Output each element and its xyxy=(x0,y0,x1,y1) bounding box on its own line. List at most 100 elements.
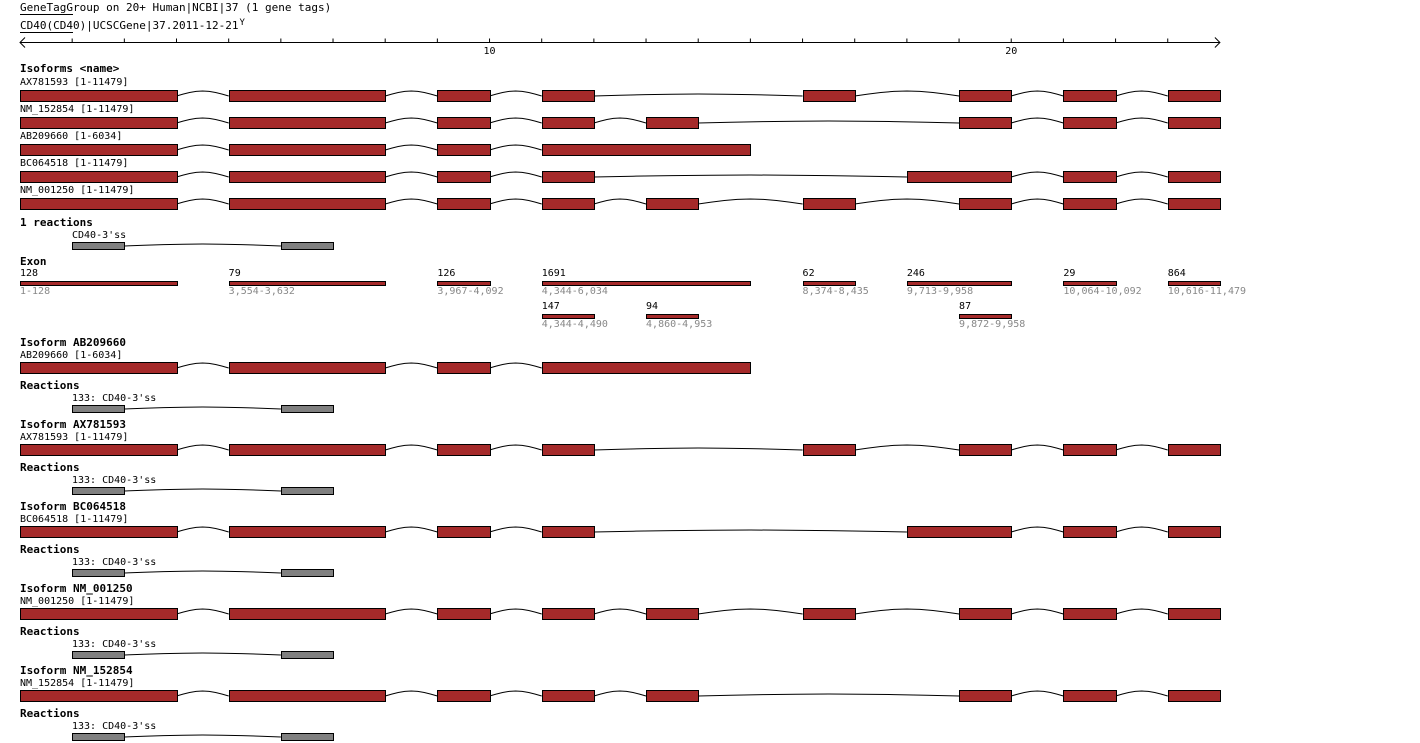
exon-block[interactable] xyxy=(959,444,1013,456)
exon-block[interactable] xyxy=(802,608,856,620)
exon-block[interactable] xyxy=(959,90,1013,102)
exon-block[interactable] xyxy=(646,690,700,702)
reaction-label[interactable]: 133: CD40-3'ss xyxy=(72,475,157,486)
isoform-label[interactable]: AB209660 [1-6034] xyxy=(20,350,123,361)
exon-block[interactable] xyxy=(20,90,178,102)
reaction-block[interactable] xyxy=(280,242,334,250)
exon-bar[interactable] xyxy=(437,281,491,286)
exon-block[interactable] xyxy=(1167,90,1221,102)
reaction-block[interactable] xyxy=(72,733,126,741)
exon-block[interactable] xyxy=(228,444,387,456)
exon-block[interactable] xyxy=(20,117,178,129)
exon-block[interactable] xyxy=(228,362,387,374)
reaction-block[interactable] xyxy=(280,405,334,413)
exon-block[interactable] xyxy=(1167,198,1221,210)
exon-block[interactable] xyxy=(20,444,178,456)
exon-block[interactable] xyxy=(1167,171,1221,183)
exon-bar[interactable] xyxy=(906,281,1013,286)
exon-bar[interactable] xyxy=(541,314,595,319)
reaction-block[interactable] xyxy=(72,651,126,659)
exon-block[interactable] xyxy=(1167,690,1221,702)
exon-bar[interactable] xyxy=(228,281,387,286)
isoform-label[interactable]: NM_152854 [1-11479] xyxy=(20,104,135,115)
exon-block[interactable] xyxy=(20,362,178,374)
exon-block[interactable] xyxy=(802,444,856,456)
exon-block[interactable] xyxy=(1063,608,1117,620)
exon-block[interactable] xyxy=(437,144,491,156)
exon-block[interactable] xyxy=(228,90,387,102)
exon-block[interactable] xyxy=(437,171,491,183)
exon-block[interactable] xyxy=(228,690,387,702)
reaction-label[interactable]: 133: CD40-3'ss xyxy=(72,639,157,650)
exon-block[interactable] xyxy=(646,608,700,620)
exon-block[interactable] xyxy=(1063,171,1117,183)
isoform-label[interactable]: NM_001250 [1-11479] xyxy=(20,596,135,607)
exon-block[interactable] xyxy=(646,117,700,129)
exon-block[interactable] xyxy=(541,608,595,620)
exon-block[interactable] xyxy=(228,608,387,620)
exon-block[interactable] xyxy=(1167,117,1221,129)
exon-block[interactable] xyxy=(1063,117,1117,129)
exon-block[interactable] xyxy=(1063,90,1117,102)
exon-block[interactable] xyxy=(959,117,1013,129)
exon-block[interactable] xyxy=(437,90,491,102)
exon-block[interactable] xyxy=(906,526,1013,538)
reaction-block[interactable] xyxy=(280,487,334,495)
exon-block[interactable] xyxy=(1063,198,1117,210)
isoform-label[interactable]: BC064518 [1-11479] xyxy=(20,158,129,169)
exon-block[interactable] xyxy=(1063,526,1117,538)
exon-block[interactable] xyxy=(228,198,387,210)
exon-block[interactable] xyxy=(20,608,178,620)
reaction-label[interactable]: 133: CD40-3'ss xyxy=(72,393,157,404)
exon-block[interactable] xyxy=(437,362,491,374)
reaction-block[interactable] xyxy=(72,242,126,250)
exon-block[interactable] xyxy=(802,90,856,102)
exon-block[interactable] xyxy=(228,171,387,183)
exon-block[interactable] xyxy=(541,144,752,156)
reaction-block[interactable] xyxy=(280,569,334,577)
exon-bar[interactable] xyxy=(541,281,752,286)
exon-block[interactable] xyxy=(228,526,387,538)
exon-block[interactable] xyxy=(437,117,491,129)
exon-block[interactable] xyxy=(1167,444,1221,456)
exon-block[interactable] xyxy=(541,90,595,102)
isoform-label[interactable]: AB209660 [1-6034] xyxy=(20,131,123,142)
exon-block[interactable] xyxy=(1063,690,1117,702)
exon-bar[interactable] xyxy=(1167,281,1221,286)
exon-block[interactable] xyxy=(541,526,595,538)
exon-block[interactable] xyxy=(646,198,700,210)
exon-block[interactable] xyxy=(1063,444,1117,456)
isoform-label[interactable]: BC064518 [1-11479] xyxy=(20,514,129,525)
reaction-block[interactable] xyxy=(72,487,126,495)
exon-block[interactable] xyxy=(20,526,178,538)
exon-bar[interactable] xyxy=(1063,281,1117,286)
gene-title[interactable]: CD40(CD40)|UCSCGene|37.2011-12-21 xyxy=(20,19,239,32)
exon-block[interactable] xyxy=(20,171,178,183)
exon-block[interactable] xyxy=(959,690,1013,702)
exon-block[interactable] xyxy=(802,198,856,210)
isoform-label[interactable]: AX781593 [1-11479] xyxy=(20,77,129,88)
reaction-block[interactable] xyxy=(280,651,334,659)
exon-block[interactable] xyxy=(959,608,1013,620)
exon-block[interactable] xyxy=(1167,608,1221,620)
exon-block[interactable] xyxy=(541,690,595,702)
exon-bar[interactable] xyxy=(20,281,178,286)
reaction-block[interactable] xyxy=(72,405,126,413)
exon-block[interactable] xyxy=(437,526,491,538)
reaction-label[interactable]: 133: CD40-3'ss xyxy=(72,721,157,732)
exon-bar[interactable] xyxy=(646,314,700,319)
exon-block[interactable] xyxy=(541,444,595,456)
exon-block[interactable] xyxy=(437,608,491,620)
group-title[interactable]: GeneTagGroup on 20+ Human|NCBI|37 (1 gen… xyxy=(20,1,332,14)
exon-block[interactable] xyxy=(437,690,491,702)
exon-block[interactable] xyxy=(541,198,595,210)
exon-block[interactable] xyxy=(541,362,752,374)
reaction-block[interactable] xyxy=(280,733,334,741)
exon-block[interactable] xyxy=(437,444,491,456)
reaction-block[interactable] xyxy=(72,569,126,577)
exon-block[interactable] xyxy=(20,198,178,210)
exon-block[interactable] xyxy=(20,690,178,702)
exon-block[interactable] xyxy=(228,144,387,156)
exon-block[interactable] xyxy=(541,171,595,183)
exon-block[interactable] xyxy=(437,198,491,210)
